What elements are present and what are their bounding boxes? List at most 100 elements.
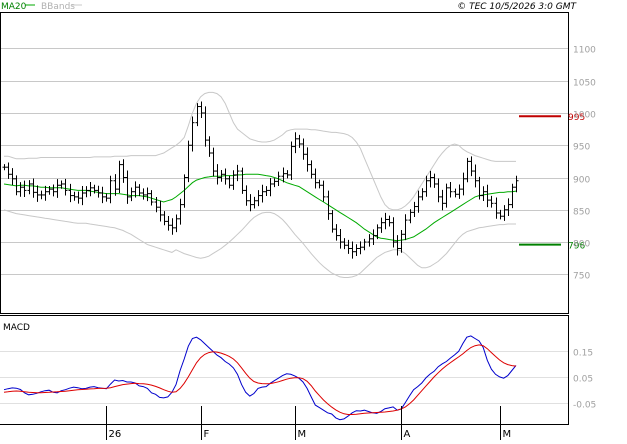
price-bar (293, 132, 298, 154)
price-bar (391, 217, 396, 248)
price-bar (395, 235, 400, 256)
price-bar (231, 170, 236, 190)
price-bar (313, 168, 318, 189)
price-bar (240, 167, 245, 194)
price-bar (358, 241, 363, 255)
price-bar (39, 190, 44, 200)
price-bar (387, 215, 392, 227)
price-bar (285, 170, 290, 179)
price-bar (350, 241, 355, 259)
price-bar (125, 170, 130, 204)
price-bar (190, 116, 195, 152)
price-bar (59, 180, 64, 189)
price-bar (129, 187, 134, 202)
price-bar (317, 179, 322, 189)
price-axis-label: 800 (573, 240, 590, 250)
price-bar (444, 183, 449, 208)
price-bar (403, 214, 408, 241)
x-axis-label: 26 (109, 429, 122, 440)
price-bar (96, 185, 101, 198)
price-bar (465, 157, 470, 183)
ma20-line (3, 173, 517, 242)
price-bar (330, 210, 335, 233)
price-bar (203, 106, 208, 147)
resistance-level-label: 995 (568, 113, 585, 123)
price-bar (502, 205, 507, 221)
price-bar (2, 164, 7, 171)
price-bar (162, 211, 167, 226)
price-axis-label: 900 (573, 176, 590, 186)
price-bar (68, 183, 73, 203)
price-bar (154, 197, 159, 213)
price-bar (416, 190, 421, 213)
price-bar (412, 201, 417, 217)
price-bar (113, 174, 118, 196)
price-bar (235, 164, 240, 182)
macd-panel-title: MACD (3, 323, 30, 333)
price-bar (108, 175, 113, 204)
price-bar (297, 134, 302, 148)
price-bar (268, 178, 273, 197)
price-bar (375, 224, 380, 240)
price-bar (211, 147, 216, 177)
price-bar (321, 180, 326, 202)
price-bar (166, 215, 171, 231)
ma20-legend-label: MA20 (1, 2, 27, 12)
price-bar (141, 188, 146, 200)
price-bar (514, 175, 519, 193)
price-bar (76, 191, 81, 204)
copyright-text: © TEC 10/5/2026 3:0 GMT (457, 2, 577, 12)
price-bar (219, 170, 224, 182)
price-bar (289, 141, 294, 180)
price-bar (489, 195, 494, 208)
price-bar (309, 160, 314, 179)
price-axis-label: 750 (573, 272, 590, 282)
price-bar (22, 180, 27, 197)
price-bar (477, 176, 482, 200)
price-bar (227, 175, 232, 189)
price-bar (473, 164, 478, 188)
price-bar (301, 138, 306, 160)
price-bar (399, 230, 404, 253)
price-bar (18, 182, 23, 197)
price-bar (149, 190, 154, 206)
price-bar (379, 217, 384, 233)
price-bar (276, 171, 281, 187)
signal-line (3, 344, 517, 415)
price-bar (461, 172, 466, 196)
price-bar (436, 178, 441, 203)
price-axis-label: 950 (573, 143, 590, 153)
price-bar (145, 187, 150, 202)
price-bar (92, 184, 97, 194)
price-bar (117, 160, 122, 193)
price-bar (367, 234, 372, 247)
price-bar (272, 178, 277, 188)
price-bar (27, 180, 32, 195)
x-axis-label: M (503, 429, 512, 440)
price-bar (498, 209, 503, 220)
price-bar (494, 197, 499, 219)
x-axis-label: M (298, 429, 307, 440)
price-bar (281, 167, 286, 183)
price-bar (199, 101, 204, 119)
price-bar (252, 196, 257, 209)
price-bar (137, 184, 142, 197)
price-bar (457, 184, 462, 199)
price-bar (432, 173, 437, 188)
bollinger-lower-line (3, 209, 516, 278)
price-bar (420, 188, 425, 201)
price-bar (170, 218, 175, 235)
macd-line (3, 335, 517, 421)
price-bar (342, 238, 347, 250)
price-bar (326, 190, 331, 220)
price-bar (354, 244, 359, 256)
price-bar (383, 212, 388, 230)
price-bar (362, 238, 367, 251)
price-bar (428, 170, 433, 188)
price-bar (440, 189, 445, 211)
price-bar (223, 168, 228, 185)
price-bar (35, 185, 40, 202)
price-bar (260, 184, 265, 203)
